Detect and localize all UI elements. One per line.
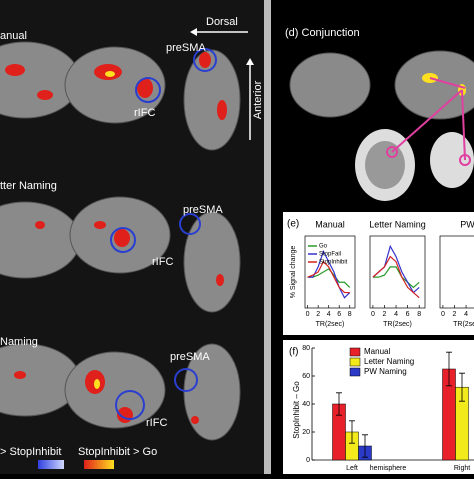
conjunction: (d) Conjunction [285, 27, 474, 201]
y-tick-label: 80 [302, 345, 310, 352]
y-axis-label: % Signal change [290, 246, 297, 299]
error-bar [336, 392, 342, 416]
row-manual: anual preSMA rIFC Dorsal Anterior [0, 16, 264, 151]
legend-label: Go [319, 244, 328, 250]
panel-label: anual [0, 30, 27, 42]
panel-title: (d) Conjunction [285, 27, 360, 39]
legend-label: StopFail [319, 252, 341, 258]
timecourse-line [372, 255, 420, 299]
x-tick-label: Right [454, 465, 470, 472]
legend-label: StopInhibit [319, 260, 348, 266]
legend-label: PW Naming [364, 367, 407, 376]
legend-swatch [349, 357, 361, 367]
y-axis-label: StopInhibit – Go [292, 381, 301, 439]
subplot-title: Manual [315, 219, 345, 229]
roi-label: rIFC [146, 417, 167, 429]
subplot-frame [369, 235, 426, 309]
divider [264, 0, 271, 474]
roi-label: preSMA [166, 42, 206, 54]
error-bar [349, 420, 355, 444]
error-bar [446, 351, 452, 387]
legend-label: Manual [364, 347, 390, 356]
panel-label: tter Naming [0, 180, 57, 192]
x-tick-label: Left [346, 465, 358, 472]
error-bar [362, 434, 368, 458]
y-tick-label: 0 [306, 457, 310, 464]
legend-swatch [349, 367, 361, 377]
timecourse-line [307, 268, 351, 288]
roi-label: preSMA [183, 204, 223, 216]
colorbar [38, 460, 64, 469]
chart-title: (f) [289, 347, 298, 358]
x-tick-label: 4 [394, 311, 398, 318]
panel-label: Naming [0, 336, 38, 348]
roi-label: preSMA [170, 351, 210, 363]
legend-label: > StopInhibit [0, 446, 61, 458]
x-tick-label: 8 [417, 311, 421, 318]
x-tick-label: 4 [327, 311, 331, 318]
x-tick-label: 0 [441, 311, 445, 318]
bar-chart: (f) StopInhibit – Go hemisphere 0 20 40 60 8… [283, 340, 474, 474]
subplot-frame [439, 235, 474, 309]
y-tick-label: 40 [302, 401, 310, 408]
timecourse-line [372, 266, 420, 289]
legend-label: Letter Naming [364, 357, 414, 366]
x-axis-label: TR(2sec) [453, 321, 474, 328]
subplot-title: PW [460, 219, 474, 229]
subplot-title: Letter Naming [369, 219, 426, 229]
x-axis-label: TR(2sec) [316, 321, 345, 328]
x-axis-label: TR(2sec) [383, 321, 412, 328]
row-letter: tter Naming preSMA rIFC [0, 180, 241, 313]
y-tick-label: 60 [302, 373, 310, 380]
colorbar [84, 460, 114, 469]
legend-swatch [349, 347, 361, 357]
x-tick-label: 6 [406, 311, 410, 318]
roi-label: rIFC [134, 107, 155, 119]
orientation-label: Anterior [252, 80, 264, 119]
x-tick-label: 4 [464, 311, 468, 318]
panel-label: (e) [287, 219, 299, 230]
y-tick-label: 20 [302, 429, 310, 436]
legend-label: StopInhibit > Go [78, 446, 157, 458]
x-tick-label: 2 [453, 311, 457, 318]
x-tick-label: 2 [383, 311, 387, 318]
x-tick-label: 0 [306, 311, 310, 318]
subplot-frame [304, 235, 356, 309]
error-bar [459, 372, 465, 402]
x-tick-label: 0 [371, 311, 375, 318]
x-axis-label: hemisphere [370, 465, 407, 472]
roi-label: rIFC [152, 256, 173, 268]
x-tick-label: 2 [316, 311, 320, 318]
x-tick-label: 8 [348, 311, 352, 318]
x-tick-label: 6 [337, 311, 341, 318]
row-pw: Naming preSMA rIFC [0, 336, 241, 441]
orientation-label: Dorsal [206, 16, 238, 28]
timecourse-line [307, 260, 350, 294]
